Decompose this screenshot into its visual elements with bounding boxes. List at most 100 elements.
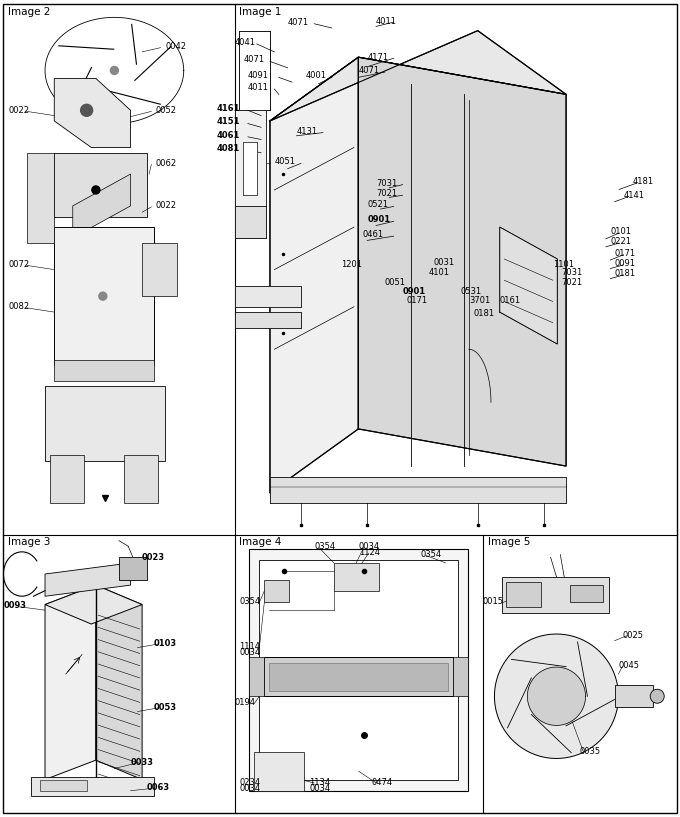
Text: 4011: 4011 [376,16,397,25]
Polygon shape [235,206,265,238]
Circle shape [110,66,118,74]
Text: 0033: 0033 [131,758,154,767]
Text: 4131: 4131 [296,127,318,136]
Text: 4061: 4061 [217,131,240,140]
Polygon shape [45,585,96,779]
Text: Image 2: Image 2 [8,7,50,16]
Polygon shape [615,685,653,708]
Text: 4141: 4141 [624,190,645,200]
Polygon shape [50,456,84,503]
Text: 4051: 4051 [274,158,295,167]
Polygon shape [265,658,453,696]
Text: 0052: 0052 [156,105,177,115]
Polygon shape [500,227,557,344]
Polygon shape [270,31,566,121]
Polygon shape [270,477,566,503]
Text: 0901: 0901 [367,215,390,224]
Polygon shape [270,57,358,493]
Polygon shape [119,557,147,579]
Text: 0045: 0045 [619,661,639,670]
Text: 0181: 0181 [615,269,636,278]
Text: 4081: 4081 [217,144,240,153]
Text: 0171: 0171 [615,248,636,257]
Text: 0022: 0022 [156,201,177,211]
Text: 0025: 0025 [622,631,643,640]
Text: 1101: 1101 [553,260,574,269]
Text: 0034: 0034 [309,784,330,793]
Text: 4091: 4091 [248,71,269,80]
Polygon shape [235,312,301,328]
Polygon shape [269,663,448,690]
Polygon shape [358,57,566,467]
Polygon shape [96,585,142,779]
Text: 4041: 4041 [235,38,256,47]
Text: 0531: 0531 [460,288,481,297]
Text: Image 1: Image 1 [239,7,282,16]
Text: Image 3: Image 3 [8,537,50,547]
Polygon shape [334,563,379,591]
Text: Image 4: Image 4 [239,537,282,547]
Text: 1134: 1134 [309,778,330,787]
Text: 0082: 0082 [8,302,29,311]
Text: 0053: 0053 [154,703,177,712]
Text: 3701: 3701 [469,297,490,306]
Text: 4181: 4181 [632,177,653,186]
Text: 0354: 0354 [421,550,442,559]
Polygon shape [54,78,131,148]
Text: 0051: 0051 [385,278,406,287]
Polygon shape [239,31,270,110]
Polygon shape [254,752,304,791]
Polygon shape [31,777,154,797]
Polygon shape [45,563,131,596]
Polygon shape [265,579,289,602]
Circle shape [92,186,100,194]
Text: 0091: 0091 [615,259,636,268]
Text: 4101: 4101 [429,268,450,277]
Text: 0234: 0234 [239,778,260,787]
Polygon shape [250,658,265,696]
Polygon shape [45,585,142,624]
Polygon shape [54,227,154,365]
Text: 7021: 7021 [376,190,397,199]
Polygon shape [73,174,131,238]
Text: 0034: 0034 [239,784,260,793]
Text: 0023: 0023 [142,553,165,562]
Polygon shape [528,667,585,725]
Polygon shape [54,153,147,217]
Text: 0103: 0103 [154,639,177,648]
Text: 1124: 1124 [359,548,379,557]
Text: 0072: 0072 [8,260,29,269]
Polygon shape [570,585,603,602]
Text: 0221: 0221 [611,237,631,246]
Text: 7031: 7031 [376,179,397,188]
Circle shape [81,105,92,116]
Text: Image 5: Image 5 [488,537,530,547]
Text: 0521: 0521 [367,200,388,209]
Text: 0461: 0461 [363,230,384,239]
Text: 0161: 0161 [500,297,521,306]
Text: 0042: 0042 [165,42,186,51]
Polygon shape [259,560,458,779]
Polygon shape [250,549,468,791]
Text: 4071: 4071 [358,66,379,75]
Text: 0354: 0354 [314,542,335,551]
Text: 4011: 4011 [248,83,269,92]
Text: 0022: 0022 [8,105,29,115]
Text: 0474: 0474 [371,778,392,787]
Text: 4071: 4071 [243,56,265,65]
Polygon shape [27,153,54,243]
Text: 0354: 0354 [239,597,260,606]
Polygon shape [45,386,165,461]
Text: 7021: 7021 [562,279,583,288]
Text: 0015: 0015 [483,597,504,606]
Polygon shape [235,286,301,307]
Polygon shape [243,142,257,195]
Text: 0194: 0194 [235,698,256,707]
Text: 1114: 1114 [239,641,260,651]
Polygon shape [502,577,609,613]
Text: 0034: 0034 [239,648,260,657]
Polygon shape [494,634,619,758]
Circle shape [650,690,664,703]
Text: 0035: 0035 [579,748,601,757]
Text: 4001: 4001 [305,71,326,80]
